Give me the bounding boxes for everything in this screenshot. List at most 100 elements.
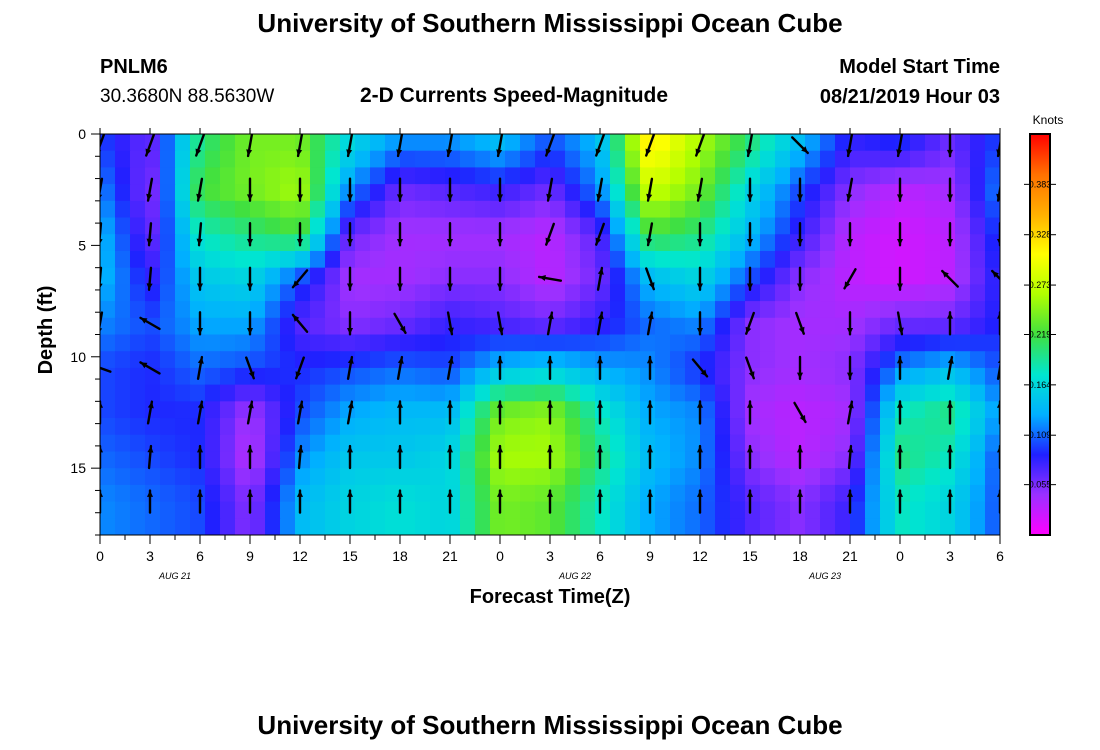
heatmap-cell	[625, 167, 641, 185]
heatmap-cell	[295, 468, 311, 486]
heatmap-cell	[670, 200, 686, 219]
arrow-head	[346, 238, 354, 246]
arrow-head	[896, 490, 904, 497]
arrow-head	[846, 372, 854, 379]
heatmap-cell	[625, 184, 641, 202]
heatmap-cell	[925, 484, 941, 503]
heatmap-cell	[340, 334, 356, 352]
heatmap-cell	[175, 317, 191, 336]
current-arrow	[645, 267, 655, 291]
heatmap-cell	[340, 200, 356, 219]
heatmap-cell	[580, 217, 596, 235]
heatmap-cell	[400, 501, 416, 519]
heatmap-cell	[400, 434, 416, 453]
heatmap-cell	[670, 434, 686, 453]
current-arrow	[346, 311, 354, 336]
heatmap-cell	[355, 250, 371, 269]
heatmap-cell	[430, 200, 446, 219]
heatmap-cell	[385, 184, 401, 202]
current-arrow	[896, 177, 904, 202]
heatmap-cell	[445, 434, 461, 453]
heatmap-cell	[550, 184, 566, 202]
heatmap-cell	[280, 267, 296, 285]
heatmap-cell	[805, 200, 821, 219]
heatmap-cell	[775, 284, 791, 302]
current-arrow	[296, 400, 304, 425]
heatmap-cell	[475, 434, 491, 453]
arrow-head	[996, 193, 1000, 201]
heatmap-cell	[430, 501, 446, 519]
heatmap-cell	[820, 150, 836, 169]
heatmap-cell	[550, 250, 566, 269]
heatmap-cell	[190, 484, 206, 503]
heatmap-cell	[460, 284, 476, 302]
heatmap-cell	[355, 401, 371, 419]
current-arrow	[796, 444, 804, 470]
heatmap-cell	[265, 267, 281, 285]
heatmap-cell	[325, 200, 341, 219]
heatmap-cell	[115, 434, 131, 453]
heatmap-cell	[970, 384, 986, 402]
heatmap-cell	[175, 484, 191, 503]
heatmap-cell	[775, 518, 791, 535]
heatmap-cell	[715, 234, 731, 252]
heatmap-cell	[865, 501, 881, 519]
arrow-head	[996, 149, 1000, 156]
heatmap-cell	[880, 317, 896, 336]
heatmap-cell	[325, 184, 341, 202]
arrow-head	[748, 371, 755, 379]
current-arrow	[847, 444, 854, 470]
arrow-head	[700, 369, 708, 377]
heatmap-cell	[475, 250, 491, 269]
heatmap-cell	[250, 451, 266, 469]
heatmap-cell	[115, 484, 131, 503]
heatmap-cell	[475, 234, 491, 252]
current-arrow	[846, 311, 854, 336]
arrow-head	[246, 328, 254, 335]
heatmap-cell	[550, 134, 566, 152]
heatmap-cell	[370, 418, 386, 436]
heatmap-cell	[190, 434, 206, 453]
heatmap-cell	[280, 167, 296, 185]
heatmap-cell	[490, 301, 506, 319]
arrow-head	[346, 194, 354, 201]
heatmap-cell	[715, 284, 731, 302]
current-arrow	[996, 222, 1000, 247]
heatmap-cell	[955, 134, 971, 152]
heatmap-cell	[130, 167, 146, 185]
heatmap-cell	[145, 200, 161, 219]
heatmap-cell	[355, 284, 371, 302]
colorbar-tick-label: 0.219	[1029, 330, 1052, 340]
current-arrow	[791, 136, 809, 155]
heatmap-cell	[565, 367, 581, 386]
heatmap-cell	[985, 401, 1000, 419]
heatmap-cell	[685, 184, 701, 202]
heatmap-cell	[610, 468, 626, 486]
heatmap-cell	[355, 334, 371, 352]
heatmap-cell	[520, 451, 536, 469]
heatmap-cell	[625, 267, 641, 285]
heatmap-cell	[100, 167, 116, 185]
heatmap-cell	[955, 250, 971, 269]
heatmap-cell	[640, 384, 656, 402]
heatmap-cell	[715, 468, 731, 486]
arrow-head	[100, 446, 104, 453]
heatmap-cell	[205, 334, 221, 352]
heatmap-cell	[535, 518, 551, 535]
heatmap-cell	[505, 234, 521, 252]
heatmap-cell	[265, 167, 281, 185]
heatmap-cell	[355, 267, 371, 285]
heatmap-cell	[925, 418, 941, 436]
heatmap-cell	[985, 317, 1000, 336]
heatmap-cell	[430, 367, 446, 386]
current-arrow	[896, 444, 904, 470]
heatmap-cell	[475, 134, 491, 152]
heatmap-cell	[340, 401, 356, 419]
heatmap-cell	[895, 451, 911, 469]
heatmap-cell	[430, 451, 446, 469]
heatmap-cell	[910, 284, 926, 302]
heatmap-cell	[370, 468, 386, 486]
heatmap-cell	[460, 334, 476, 352]
arrow-head	[100, 401, 104, 408]
arrow-head	[100, 328, 103, 332]
